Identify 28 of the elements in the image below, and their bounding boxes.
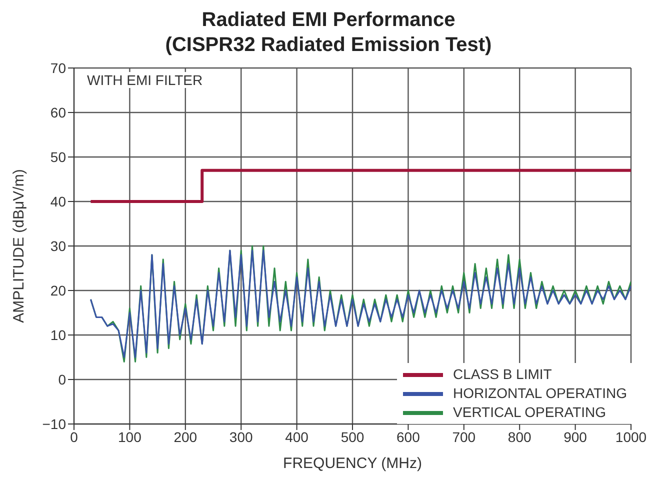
y-tick-label: 0 — [58, 371, 66, 388]
x-tick-label: 600 — [396, 428, 420, 445]
legend-label: CLASS B LIMIT — [453, 365, 552, 384]
x-tick-label: 900 — [564, 428, 588, 445]
y-tick-label: 70 — [50, 60, 66, 76]
chart-subtitle: (CISPR32 Radiated Emission Test) — [164, 33, 493, 58]
y-tick-label: 40 — [50, 193, 66, 210]
y-tick-label: 20 — [50, 282, 66, 298]
x-axis-title: FREQUENCY (MHz) — [283, 455, 422, 472]
legend-label: HORIZONTAL OPERATING — [453, 384, 627, 403]
x-tick-label: 800 — [508, 428, 532, 445]
legend-label: VERTICAL OPERATING — [453, 403, 606, 422]
x-tick-label: 0 — [70, 428, 78, 445]
y-tick-label: −10 — [42, 416, 66, 432]
x-tick-label: 1000 — [615, 428, 647, 445]
y-tick-label: 60 — [50, 104, 66, 120]
x-tick-label: 200 — [174, 428, 198, 445]
y-tick-label: 10 — [50, 326, 66, 343]
x-tick-label: 400 — [285, 428, 309, 445]
chart-title: Radiated EMI Performance — [200, 8, 456, 33]
x-tick-label: 700 — [452, 428, 476, 445]
x-tick-label: 100 — [118, 428, 142, 445]
x-tick-label: 300 — [229, 428, 253, 445]
annotation: WITH EMI FILTER — [84, 72, 206, 88]
y-tick-label: 30 — [50, 238, 66, 254]
x-tick-label: 500 — [340, 428, 364, 445]
y-tick-label: 50 — [50, 148, 66, 165]
y-axis-title: AMPLITUDE (dBμV/m) — [10, 169, 28, 323]
